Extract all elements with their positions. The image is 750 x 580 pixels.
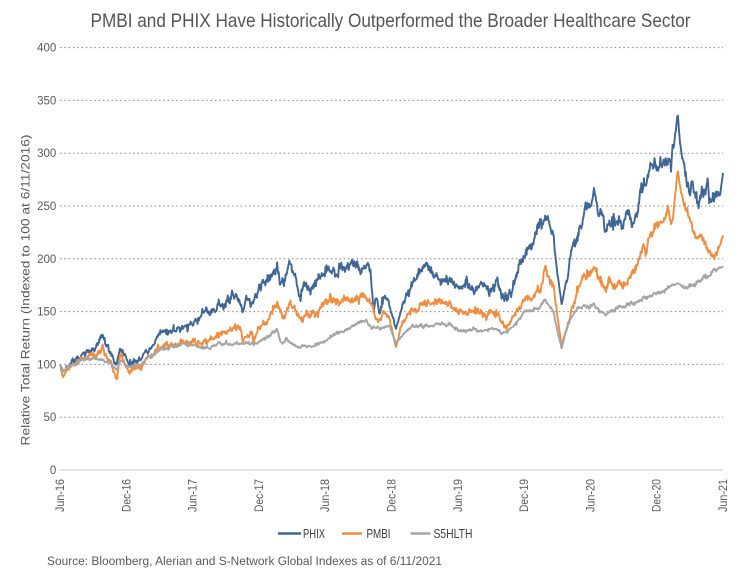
- svg-text:Jun-18: Jun-18: [320, 479, 332, 512]
- svg-text:Source: Bloomberg, Alerian and: Source: Bloomberg, Alerian and S-Network…: [47, 556, 442, 568]
- svg-text:Jun-20: Jun-20: [585, 479, 597, 512]
- svg-text:Jun-16: Jun-16: [55, 479, 67, 512]
- svg-text:0: 0: [50, 465, 56, 477]
- svg-text:Relative Total Return (Indexed: Relative Total Return (Indexed to 100 at…: [19, 135, 33, 446]
- svg-text:Jun-21: Jun-21: [718, 479, 730, 512]
- svg-text:Dec-19: Dec-19: [519, 479, 531, 512]
- svg-text:Dec-18: Dec-18: [387, 479, 399, 512]
- svg-text:Jun-17: Jun-17: [188, 479, 200, 512]
- svg-text:400: 400: [37, 43, 56, 55]
- svg-text:250: 250: [37, 201, 56, 213]
- svg-text:PHIX: PHIX: [303, 527, 325, 541]
- svg-text:350: 350: [37, 95, 56, 107]
- svg-text:PMBI: PMBI: [367, 527, 391, 541]
- svg-text:100: 100: [37, 359, 56, 371]
- svg-text:Dec-17: Dec-17: [254, 479, 266, 512]
- svg-text:300: 300: [37, 148, 56, 160]
- svg-text:Jun-19: Jun-19: [453, 479, 465, 512]
- svg-text:Dec-20: Dec-20: [652, 479, 664, 512]
- svg-text:150: 150: [37, 307, 56, 319]
- svg-text:PMBI and PHIX Have Historicall: PMBI and PHIX Have Historically Outperfo…: [91, 10, 691, 32]
- svg-text:200: 200: [37, 254, 56, 266]
- svg-text:50: 50: [44, 412, 57, 424]
- svg-text:Dec-16: Dec-16: [121, 479, 133, 512]
- svg-text:S5HLTH: S5HLTH: [434, 527, 473, 541]
